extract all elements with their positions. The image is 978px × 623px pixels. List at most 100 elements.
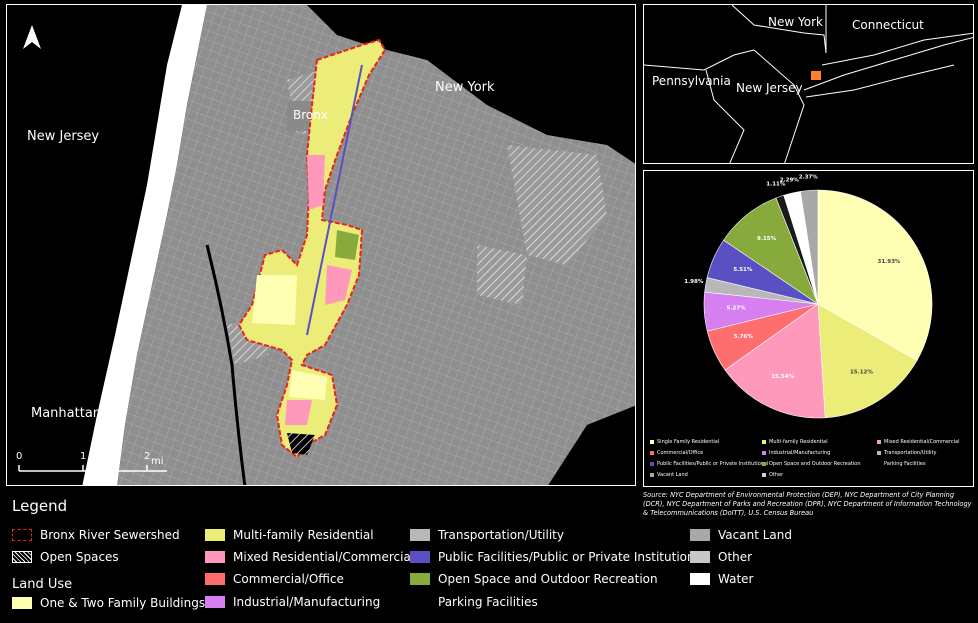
sewershed-swatch xyxy=(12,529,32,541)
pie-legend-swatch-6 xyxy=(650,462,654,466)
legend-commercial: Commercial/Office xyxy=(205,572,344,586)
locator-canvas xyxy=(644,5,973,163)
map-label-new-york: New York xyxy=(435,80,495,95)
map-label-bronx: Bronx xyxy=(293,108,328,122)
scale-unit: mi xyxy=(151,456,164,467)
map-label-manhattan: Manhattan xyxy=(31,406,102,421)
pie-legend-label-5: Transportation/Utility xyxy=(884,450,937,456)
pie-legend-label-4: Industrial/Manufacturing xyxy=(769,450,831,456)
pie-slice-2 xyxy=(724,303,826,419)
pie-legend-item-7: Open Space and Outdoor Recreation xyxy=(762,461,861,467)
scale-two: 2 xyxy=(144,451,151,462)
bronx-manhattan-land xyxy=(117,5,635,485)
yonkers-area xyxy=(307,5,635,154)
pie-legend-swatch-3 xyxy=(650,451,654,455)
pie-label-4: 5.27% xyxy=(727,306,747,312)
pie-legend-label-6: Public Facilities/Public or Private Inst… xyxy=(657,461,769,467)
main-map[interactable]: New Jersey New York Bronx Manhattan 0 1 … xyxy=(6,4,636,486)
pie-legend-item-1: Multi-family Residential xyxy=(762,439,828,445)
legend-other: Other xyxy=(690,550,752,564)
legend-parking: Parking Facilities xyxy=(410,595,538,609)
open-space-east xyxy=(477,245,527,305)
legend-open-spaces: Open Spaces xyxy=(12,550,119,564)
pie-legend-item-5: Transportation/Utility xyxy=(877,450,937,456)
pie-legend-label-7: Open Space and Outdoor Recreation xyxy=(769,461,861,467)
pie-legend-item-3: Commercial/Office xyxy=(650,450,703,456)
pie-label-1: 15.12% xyxy=(850,370,873,376)
pie-label-9: 2.29% xyxy=(780,177,800,183)
north-arrow-icon xyxy=(23,25,41,49)
pie-legend-swatch-0 xyxy=(650,440,654,444)
east-river xyxy=(548,405,635,485)
sewershed-yellow-2 xyxy=(289,370,327,400)
pie-legend-swatch-2 xyxy=(877,440,881,444)
pie-legend-swatch-10 xyxy=(762,473,766,477)
pie-label-0: 31.93% xyxy=(878,259,901,265)
pie-slice-0 xyxy=(817,189,933,361)
sewershed-pink-1 xyxy=(307,155,325,210)
harlem-river xyxy=(205,244,247,485)
locator-long-island xyxy=(803,36,973,91)
legend-transportation: Transportation/Utility xyxy=(410,528,564,542)
pie-slice-10 xyxy=(800,189,819,305)
open-space-pelham xyxy=(507,145,607,265)
scale-one: 1 xyxy=(80,451,87,462)
pie-label-10: 2.37% xyxy=(799,174,819,180)
pie-legend-swatch-1 xyxy=(762,440,766,444)
pie-legend-swatch-8 xyxy=(877,462,881,466)
pie-label-5: 1.98% xyxy=(684,279,704,285)
open-spaces-swatch xyxy=(12,551,32,563)
pie-legend-label-3: Commercial/Office xyxy=(657,450,704,456)
legend-multi-family: Multi-family Residential xyxy=(205,528,374,542)
map-canvas xyxy=(7,5,635,485)
pie-legend-item-6: Public Facilities/Public or Private Inst… xyxy=(650,461,768,467)
legend-sewershed: Bronx River Sewershed xyxy=(12,528,180,542)
legend-one-two-family: One & Two Family Buildings xyxy=(12,596,205,610)
legend-land-use-heading: Land Use xyxy=(12,577,73,592)
pie-svg: 31.93% 15.12% 15.54% 5.76% 5.27% 1.98% 5.51% 9.… xyxy=(684,174,933,419)
pie-label-7: 9.15% xyxy=(757,236,777,242)
sewershed-area xyxy=(237,38,387,459)
locator-label-new-jersey: New Jersey xyxy=(736,81,803,95)
legend-vacant: Vacant Land xyxy=(690,528,792,542)
pie-legend-label-0: Single Family Residential xyxy=(657,439,720,445)
pie-label-2: 15.54% xyxy=(771,374,794,380)
pie-legend-label-9: Vacant Land xyxy=(657,472,688,478)
legend-open-space-rec: Open Space and Outdoor Recreation xyxy=(410,572,658,586)
scale-zero: 0 xyxy=(16,451,23,462)
land-use-pie-chart: 31.93% 15.12% 15.54% 5.76% 5.27% 1.98% 5.51% 9.… xyxy=(643,170,974,487)
pie-label-3: 5.76% xyxy=(734,334,754,340)
locator-map[interactable]: New York Connecticut Pennsylvania New Je… xyxy=(643,4,974,164)
locator-label-new-york: New York xyxy=(768,15,823,29)
pie-legend-item-2: Mixed Residential/Commercial xyxy=(877,439,959,445)
source-citation: Source: NYC Department of Environmental … xyxy=(643,491,972,517)
pie-legend-item-10: Other xyxy=(762,472,783,478)
pie-legend-swatch-5 xyxy=(877,451,881,455)
pie-label-6: 5.51% xyxy=(733,267,753,273)
pie-legend-item-9: Vacant Land xyxy=(650,472,688,478)
pie-legend-swatch-7 xyxy=(762,462,766,466)
locator-coast xyxy=(753,49,805,163)
locator-bronx-highlight xyxy=(811,71,821,80)
locator-ny-border xyxy=(731,5,827,54)
pie-legend-swatch-9 xyxy=(650,473,654,477)
legend-title: Legend xyxy=(12,497,68,515)
sewershed-pink-3 xyxy=(285,400,312,425)
new-jersey-land xyxy=(7,5,182,485)
pie-legend-label-10: Other xyxy=(769,472,784,478)
sewershed-yellow-1 xyxy=(252,275,297,325)
legend-water: Water xyxy=(690,572,753,586)
pie-legend-label-2: Mixed Residential/Commercial xyxy=(884,439,960,445)
locator-pa-border xyxy=(705,69,745,163)
locator-ct-coast xyxy=(821,32,973,66)
pie-legend-item-4: Industrial/Manufacturing xyxy=(762,450,830,456)
pie-legend-item-8: Parking Facilities xyxy=(877,461,926,467)
locator-nj-border xyxy=(644,49,755,71)
locator-label-connecticut: Connecticut xyxy=(852,18,924,32)
sewershed-green xyxy=(335,230,359,260)
pie-slice-1 xyxy=(817,303,918,419)
sewershed-parking xyxy=(287,433,315,455)
pie-legend-label-1: Multi-family Residential xyxy=(769,439,828,445)
legend-industrial: Industrial/Manufacturing xyxy=(205,595,380,609)
pie-label-8: 1.11% xyxy=(766,181,786,187)
